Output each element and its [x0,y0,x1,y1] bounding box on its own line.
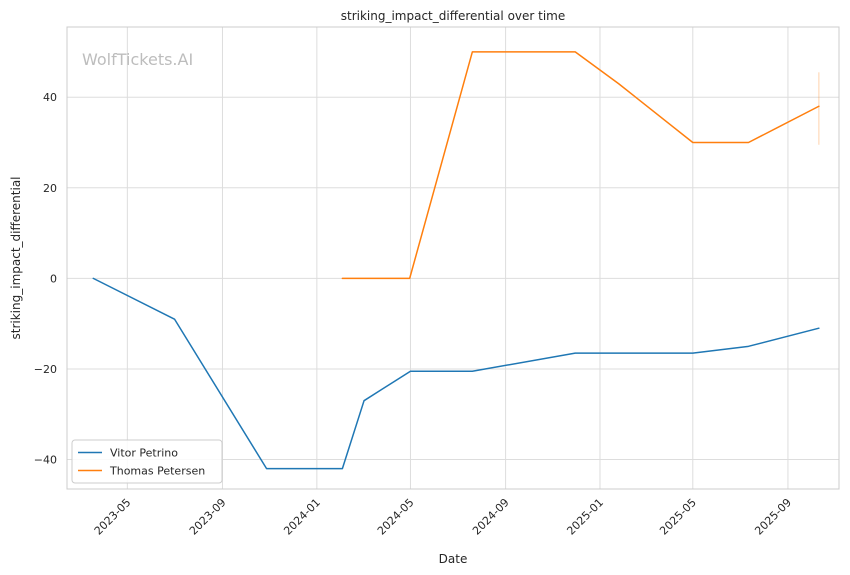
y-tick-label: −40 [34,454,57,467]
legend-label-vitor-petrino: Vitor Petrino [110,447,178,460]
legend: Vitor Petrino Thomas Petersen [71,439,223,484]
y-tick-label: 0 [50,272,57,285]
y-tick-labels: 40 20 0 −20 −40 [34,91,57,466]
x-tick-label: 2023-09 [187,496,229,538]
x-tick-label: 2024-01 [281,496,323,538]
series-line-vitor-petrino [92,277,820,470]
x-tick-label: 2023-05 [92,496,134,538]
y-axis-title: striking_impact_differential [9,176,23,339]
y-tick-label: −20 [34,363,57,376]
x-tick-label: 2025-01 [564,496,606,538]
plot-frame [66,26,840,490]
watermark-text: WolfTickets.AI [82,50,193,69]
legend-box [71,439,223,484]
x-tick-label: 2024-09 [470,496,512,538]
chart-title: striking_impact_differential over time [341,9,566,23]
x-tick-labels: 2023-05 2023-09 2024-01 2024-05 2024-09 2025-… [92,496,794,538]
x-axis-title: Date [439,552,468,566]
plot-area [67,27,839,489]
grid-lines [67,27,839,489]
y-tick-label: 20 [43,182,57,195]
x-tick-label: 2025-09 [752,496,794,538]
series-layer [92,51,820,470]
x-tick-label: 2024-05 [375,496,417,538]
legend-label-thomas-petersen: Thomas Petersen [109,465,205,478]
series-line-thomas-petersen [341,51,820,280]
x-tick-label: 2025-05 [657,496,699,538]
y-tick-label: 40 [43,91,57,104]
